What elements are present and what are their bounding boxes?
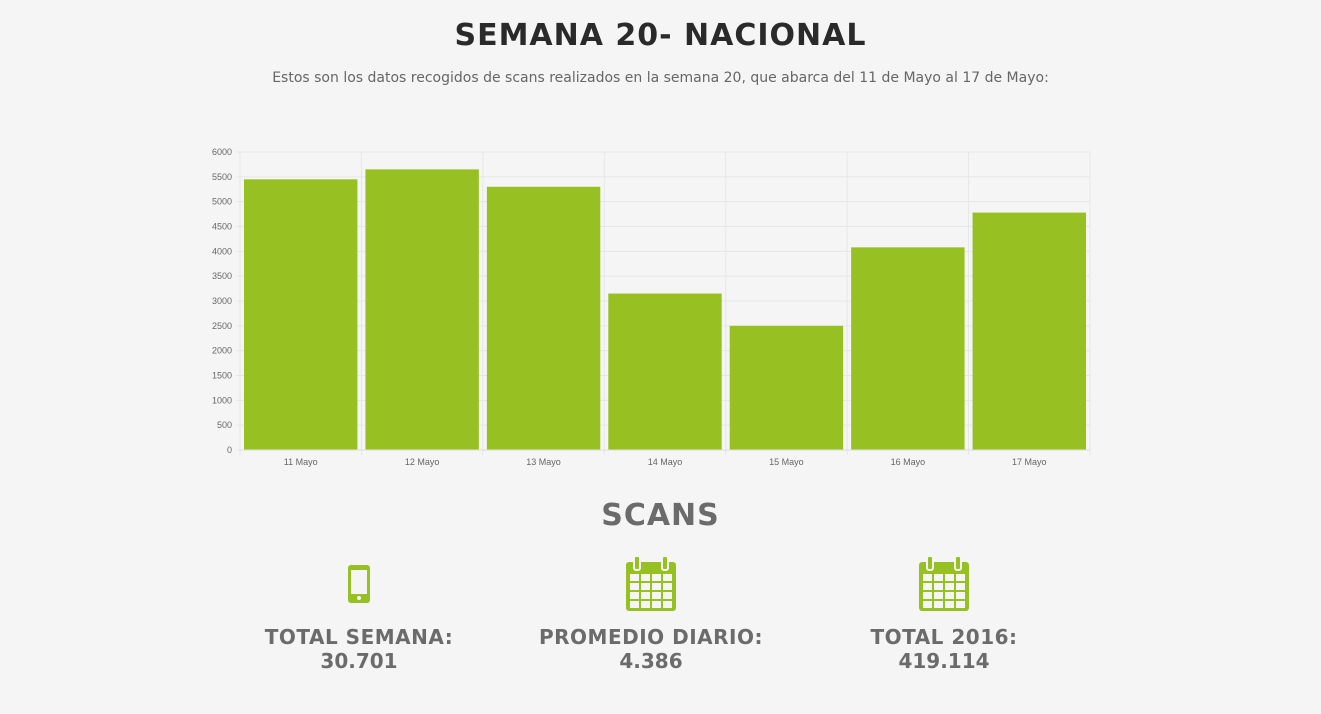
stat-promedio-diario: PROMEDIO DIARIO: 4.386 [501,555,801,673]
y-tick-label: 500 [217,420,232,430]
x-tick-label: 17 Mayo [1012,457,1047,467]
stat-label: TOTAL 2016: [870,625,1018,649]
y-tick-label: 2500 [212,321,232,331]
smartphone-icon [348,565,370,603]
bar [365,169,479,450]
y-tick-label: 3000 [212,296,232,306]
x-tick-label: 15 Mayo [769,457,804,467]
stat-label: TOTAL SEMANA: [264,625,454,649]
y-tick-label: 0 [227,445,232,455]
x-tick-label: 13 Mayo [526,457,561,467]
y-tick-label: 5500 [212,172,232,182]
stat-total-semana: TOTAL SEMANA: 30.701 [209,555,509,673]
x-tick-label: 16 Mayo [891,457,926,467]
bar [851,247,965,450]
page-title: SEMANA 20- NACIONAL [454,18,867,53]
y-tick-label: 4000 [212,246,232,256]
y-tick-label: 6000 [212,147,232,157]
bar [486,186,601,450]
stat-value: 419.114 [898,649,990,673]
page-subtitle: Estos son los datos recogidos de scans r… [272,70,1049,86]
y-tick-label: 1000 [212,395,232,405]
y-tick-label: 1500 [212,371,232,381]
calendar-icon [626,556,676,611]
y-tick-label: 5000 [212,197,232,207]
scans-title: SCANS [601,498,720,533]
bar [729,325,844,450]
calendar-icon [919,556,969,611]
y-tick-label: 3500 [212,271,232,281]
bar-chart: 0 500 1000 1500 2000 2500 3000 3500 4000 4500 5000… [212,147,1091,467]
x-tick-label: 14 Mayo [648,457,683,467]
y-tick-label: 4500 [212,222,232,232]
stat-label: PROMEDIO DIARIO: [539,625,763,649]
stat-value: 4.386 [619,649,683,673]
bar [608,293,722,450]
bar [244,179,358,451]
y-tick-label: 2000 [212,346,232,356]
x-tick-label: 11 Mayo [284,457,318,467]
bar [972,212,1086,450]
x-tick-label: 12 Mayo [405,457,440,467]
stat-value: 30.701 [320,649,398,673]
stat-total-2016: TOTAL 2016: 419.114 [794,555,1094,673]
